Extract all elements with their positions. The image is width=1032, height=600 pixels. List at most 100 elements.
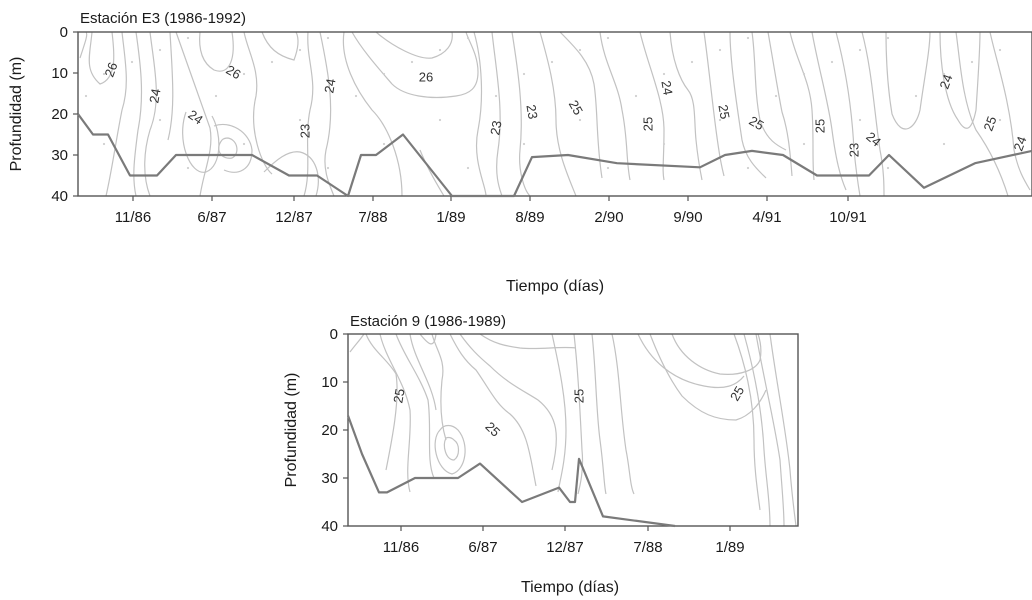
contour-label: 24 [658,79,675,96]
chart-e3-sample-points [84,36,1002,170]
x-tick-label: 1/89 [715,539,744,556]
sample-point [130,60,134,64]
sample-point [354,94,358,98]
chart-e9-y-label: Profundidad (m) [283,373,300,488]
x-tick-label: 11/86 [383,539,419,556]
x-tick-label: 10/91 [829,209,867,226]
sample-point [830,60,834,64]
x-tick-label: 6/87 [468,539,497,556]
x-tick-label: 2/90 [594,209,623,226]
chart-e3-plot-area [77,31,1032,197]
contour-label: 23 [297,124,312,138]
sample-point [382,72,386,76]
sample-point [858,48,862,52]
sample-point [326,36,330,40]
sample-point [242,142,246,146]
sample-point [158,48,162,52]
sample-point [102,72,106,76]
contour-label: 25 [566,97,586,117]
sample-point [298,118,302,122]
chart-e3-contours [79,31,1031,197]
chart-e3-x-label: Tiempo (días) [506,278,604,295]
sample-point [494,94,498,98]
x-tick-label: 6/87 [197,209,226,226]
chart-e3-bottom-profile [77,113,1032,198]
contour-label: 25 [747,113,767,133]
sample-point [466,166,470,170]
chart-e3-y-axis: 0 10 20 30 40 [51,24,78,205]
contour-label: 25 [715,103,732,120]
contour-label: 26 [101,60,120,79]
sample-point [662,142,666,146]
x-tick-label: 4/91 [752,209,781,226]
sample-point [858,118,862,122]
sample-point [634,94,638,98]
sample-point [382,142,386,146]
sample-point [942,72,946,76]
contour-label: 26 [419,69,433,84]
chart-e3-title: Estación E3 (1986-1992) [80,10,246,27]
sample-point [718,118,722,122]
sample-point [326,166,330,170]
sample-point [662,72,666,76]
contour-label: 25 [812,119,827,133]
y-tick-label: 30 [51,147,68,164]
y-tick-label: 10 [51,65,68,82]
x-tick-label: 12/87 [275,209,313,226]
sample-point [970,60,974,64]
sample-point [606,36,610,40]
sample-point [886,166,890,170]
chart-e9: Estación 9 (1986-1989) [283,313,799,596]
y-tick-label: 20 [51,106,68,123]
sample-point [578,118,582,122]
sample-point [774,94,778,98]
contour-label: 25 [727,383,747,403]
sample-point [102,142,106,146]
sample-point [522,142,526,146]
chart-e9-title: Estación 9 (1986-1989) [350,313,506,330]
contour-label: 23 [523,103,540,120]
contour-label: 25 [980,114,999,133]
sample-point [606,166,610,170]
chart-e9-y-axis: 0 10 20 30 40 [321,326,348,535]
sample-point [802,72,806,76]
sample-point [522,72,526,76]
sample-point [746,166,750,170]
chart-e3-y-label: Profundidad (m) [8,57,25,172]
contour-label: 25 [571,389,586,403]
sample-point [214,94,218,98]
sample-point [550,60,554,64]
contour-label: 24 [321,77,338,94]
sample-point [942,142,946,146]
sample-point [242,72,246,76]
contour-label: 25 [482,419,503,440]
y-tick-label: 40 [51,188,68,205]
contour-label: 25 [390,387,407,404]
chart-e3: Estación E3 (1986-1992) [8,10,1032,295]
chart-e9-bottom-profile [346,415,676,528]
sample-point [438,48,442,52]
x-tick-label: 7/88 [633,539,662,556]
sample-point [578,48,582,52]
contour-label: 26 [224,62,244,82]
sample-point [438,118,442,122]
sample-point [998,118,1002,122]
y-tick-label: 40 [321,518,338,535]
x-tick-label: 8/89 [515,209,544,226]
y-tick-label: 0 [60,24,68,41]
contour-label: 24 [936,72,955,91]
y-tick-label: 20 [321,422,338,439]
sample-point [186,36,190,40]
x-tick-label: 9/90 [673,209,702,226]
sample-point [914,94,918,98]
sample-point [998,48,1002,52]
chart-e9-x-label: Tiempo (días) [521,579,619,596]
sample-point [186,166,190,170]
y-tick-label: 30 [321,470,338,487]
contour-label: 25 [640,117,655,131]
sample-point [690,60,694,64]
contour-label: 24 [185,107,205,128]
sample-point [802,142,806,146]
